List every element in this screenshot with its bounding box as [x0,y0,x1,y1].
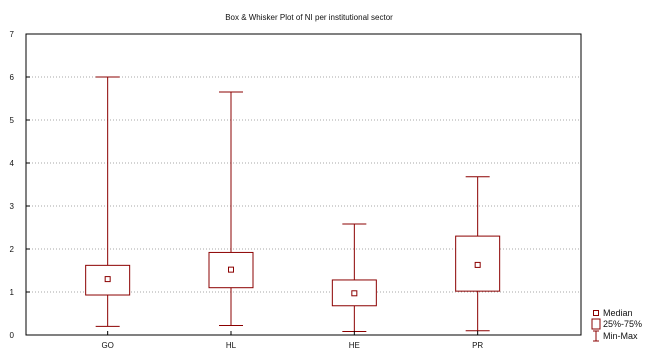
legend-label-0: Median [603,308,633,318]
legend-label-1: 25%-75% [603,319,642,329]
plot-frame [25,33,582,336]
x-axis: GO HL HE PR [101,331,483,350]
y-tick-label-3: 3 [10,202,15,211]
x-tick-label-HE: HE [349,341,360,350]
box-group-HE [331,223,377,333]
median-marker-HL [228,266,234,273]
y-tick-label-6: 6 [10,73,15,82]
x-tick-label-HL: HL [226,341,237,350]
y-axis: 0 1 2 3 4 5 6 7 [10,30,30,340]
box-plot-series [85,76,501,333]
legend-label-2: Min-Max [603,331,638,341]
x-tick-label-GO: GO [101,341,113,350]
legend-symbol-box [591,318,601,330]
x-tick-label-PR: PR [472,341,483,350]
chart-title: Box & Whisker Plot of NI per institution… [225,13,393,22]
y-tick-label-4: 4 [10,159,15,168]
y-tick-label-5: 5 [10,116,15,125]
y-tick-label-1: 1 [10,288,15,297]
y-tick-label-7: 7 [10,30,15,39]
legend-symbol-median [593,310,599,316]
box-group-GO [85,76,131,327]
median-marker-HE [351,290,358,297]
y-tick-label-2: 2 [10,245,15,254]
median-marker-GO [104,276,111,283]
box-group-HL [208,91,254,327]
median-marker-PR [474,261,481,268]
y-tick-label-0: 0 [10,331,15,340]
box-iqr-GO [85,264,131,296]
box-group-PR [455,176,501,332]
